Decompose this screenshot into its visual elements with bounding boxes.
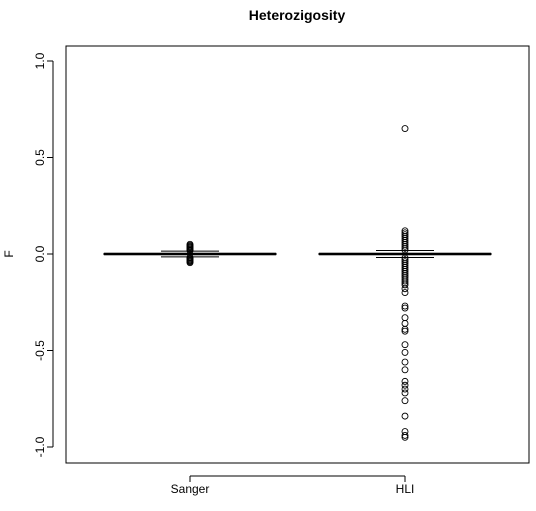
outlier-point: [401, 366, 409, 374]
outlier-point: [401, 412, 409, 420]
outlier-point: [401, 125, 409, 133]
box-sanger: [103, 240, 277, 267]
outlier-point: [401, 314, 409, 322]
x-tick-label: Sanger: [171, 482, 210, 496]
outlier-point: [401, 431, 409, 439]
x-tick-label: HLI: [396, 482, 415, 496]
y-axis-label: F: [2, 250, 16, 257]
outlier-point: [401, 325, 409, 333]
outlier-point: [186, 247, 194, 254]
outlier-point: [401, 348, 409, 356]
boxes-layer: [103, 125, 492, 441]
outlier-point: [401, 397, 409, 405]
outlier-point: [401, 385, 409, 393]
y-tick-label: 0.5: [33, 149, 47, 166]
chart-title: Heterozigosity: [249, 7, 346, 23]
outlier-point: [401, 433, 409, 441]
outlier-point: [401, 381, 409, 389]
outlier-point: [401, 327, 409, 335]
y-tick-label: -0.5: [33, 340, 47, 361]
outlier-point: [401, 389, 409, 397]
outlier-point: [401, 289, 409, 297]
outlier-point: [401, 341, 409, 349]
outlier-point: [401, 277, 409, 285]
outlier-point: [401, 304, 409, 312]
outlier-point: [401, 358, 409, 366]
outlier-point: [401, 285, 409, 293]
box-hli: [318, 125, 492, 441]
outlier-point: [401, 244, 409, 252]
outlier-point: [401, 246, 409, 254]
outlier-point: [401, 320, 409, 327]
outlier-point: [401, 377, 409, 385]
outlier-point: [401, 242, 409, 250]
outlier-point: [401, 281, 409, 289]
outlier-point: [186, 259, 194, 267]
plot-frame: [65, 45, 530, 464]
y-tick-label: 0.0: [33, 245, 47, 262]
y-axis: -1.0 -0.5 0.0 0.5 1.0: [33, 52, 54, 457]
y-tick-label: 1.0: [33, 52, 47, 69]
y-tick-label: -1.0: [33, 436, 47, 457]
x-axis: Sanger HLI: [171, 475, 415, 496]
outlier-point: [401, 302, 409, 310]
